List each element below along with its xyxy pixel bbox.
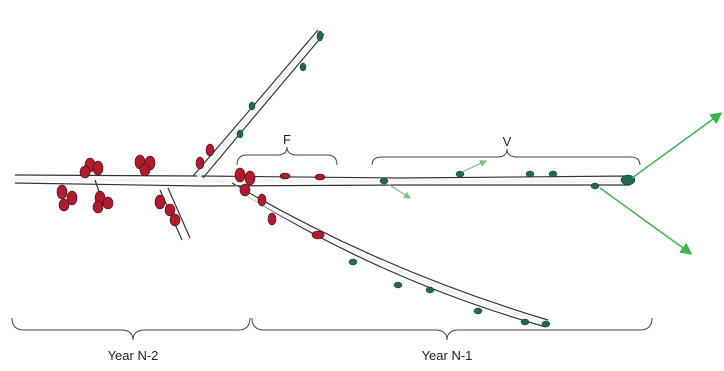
brace-label: V bbox=[503, 134, 512, 149]
brace-label: F bbox=[283, 132, 291, 147]
flower-buds bbox=[57, 144, 325, 239]
brace-label: Year N-1 bbox=[422, 348, 473, 363]
arrows bbox=[388, 114, 720, 253]
brace-label: Year N-2 bbox=[108, 348, 159, 363]
diagram: F V Year N-2 Year N-1 bbox=[0, 0, 724, 371]
leaf-buds bbox=[237, 31, 635, 327]
